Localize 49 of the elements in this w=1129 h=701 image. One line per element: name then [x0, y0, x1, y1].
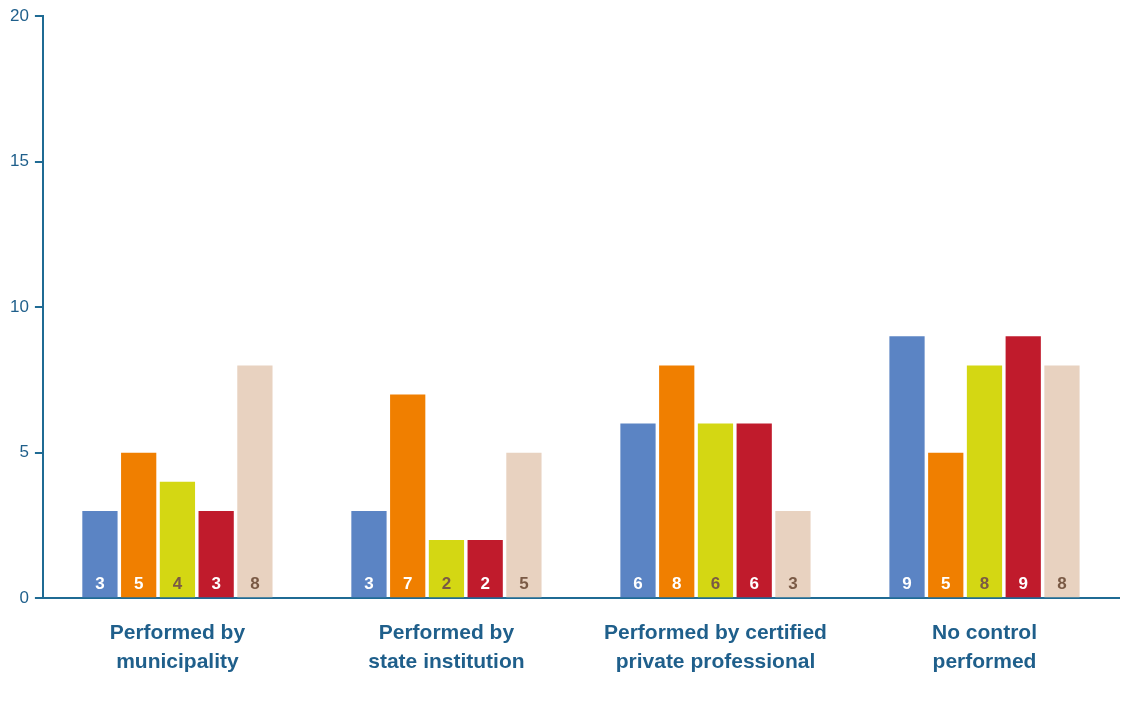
bar — [928, 452, 964, 598]
x-tick-label: No control performed — [931, 619, 1037, 673]
bar — [889, 336, 925, 598]
bar — [966, 365, 1003, 598]
bar — [659, 365, 695, 598]
data-label: 5 — [133, 574, 144, 594]
x-tick-label: Performed by certified private professional — [604, 619, 827, 673]
bar — [506, 452, 542, 598]
bar — [82, 510, 118, 598]
bar — [390, 394, 426, 598]
data-label: 3 — [211, 574, 221, 594]
data-label: 6 — [710, 574, 721, 594]
y-tick-label: 5 — [19, 442, 29, 462]
bar — [1005, 336, 1041, 598]
data-label: 9 — [902, 574, 912, 594]
data-label: 3 — [364, 574, 374, 594]
data-label: 3 — [95, 574, 105, 594]
data-label: 8 — [250, 574, 260, 594]
data-label: 7 — [402, 574, 413, 594]
data-label: 5 — [941, 574, 951, 594]
y-tick-label: 15 — [9, 151, 29, 171]
data-label: 9 — [1018, 574, 1028, 594]
data-label: 8 — [671, 574, 682, 594]
data-label: 2 — [480, 574, 490, 594]
bar — [1044, 365, 1080, 598]
data-label: 4 — [172, 574, 183, 594]
x-tick-label: Performed by state institution — [368, 619, 525, 673]
bar — [467, 540, 503, 598]
bar — [198, 510, 234, 598]
bar — [121, 452, 157, 598]
data-label: 8 — [1057, 574, 1067, 594]
bar — [351, 510, 387, 598]
y-tick-label: 10 — [9, 296, 29, 316]
data-label: 6 — [749, 574, 759, 594]
data-label: 5 — [519, 574, 529, 594]
bar — [620, 423, 656, 598]
data-label: 8 — [979, 574, 990, 594]
data-label: 6 — [633, 574, 643, 594]
bar — [736, 423, 772, 598]
data-label: 2 — [441, 574, 452, 594]
bar — [428, 540, 465, 598]
x-tick-label: Performed by municipality — [109, 619, 246, 673]
bar — [697, 423, 734, 598]
y-tick-label: 20 — [9, 5, 29, 25]
bar — [237, 365, 273, 598]
y-tick-label: 0 — [19, 587, 29, 607]
bar — [775, 510, 811, 598]
data-label: 3 — [788, 574, 798, 594]
bar — [159, 481, 196, 598]
